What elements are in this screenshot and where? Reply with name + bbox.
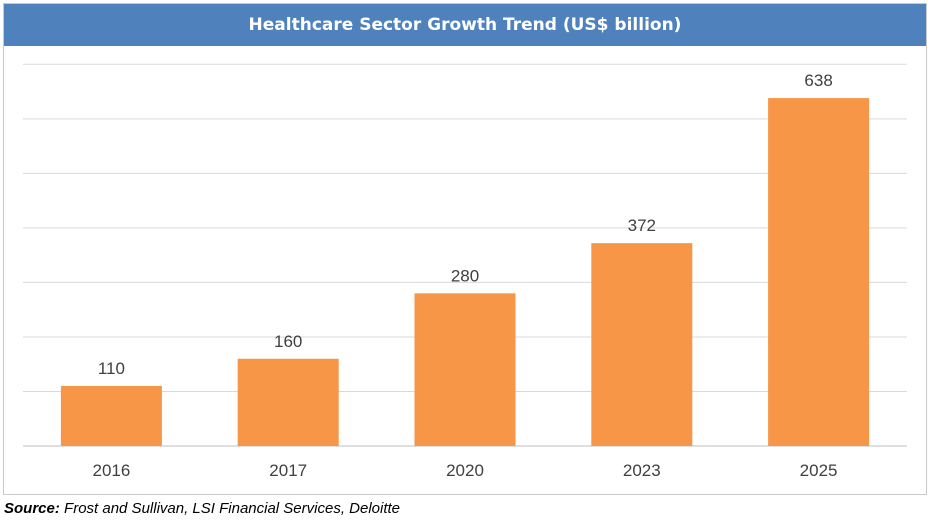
bar <box>60 386 162 446</box>
data-label: 372 <box>628 216 656 235</box>
bar <box>768 98 870 446</box>
bar <box>237 358 339 446</box>
source-note: Source: Frost and Sullivan, LSI Financia… <box>4 500 400 517</box>
source-label: Source: <box>4 500 60 517</box>
x-tick-label: 2016 <box>92 461 130 480</box>
x-tick-label: 2020 <box>446 461 484 480</box>
data-label: 638 <box>804 71 832 90</box>
chart-frame: Healthcare Sector Growth Trend (US$ bill… <box>3 3 927 495</box>
x-tick-label: 2023 <box>623 461 661 480</box>
data-label: 110 <box>98 359 125 378</box>
chart-title: Healthcare Sector Growth Trend (US$ bill… <box>4 4 926 46</box>
source-text: Frost and Sullivan, LSI Financial Servic… <box>64 500 401 517</box>
bar <box>591 243 693 446</box>
bar-chart: 110 2016 160 2017 280 2020 372 2023 638 2025 <box>23 63 907 480</box>
data-label: 280 <box>451 266 479 285</box>
x-tick-label: 2025 <box>800 461 838 480</box>
x-tick-label: 2017 <box>269 461 307 480</box>
bar <box>414 293 516 446</box>
data-label: 160 <box>274 332 302 351</box>
